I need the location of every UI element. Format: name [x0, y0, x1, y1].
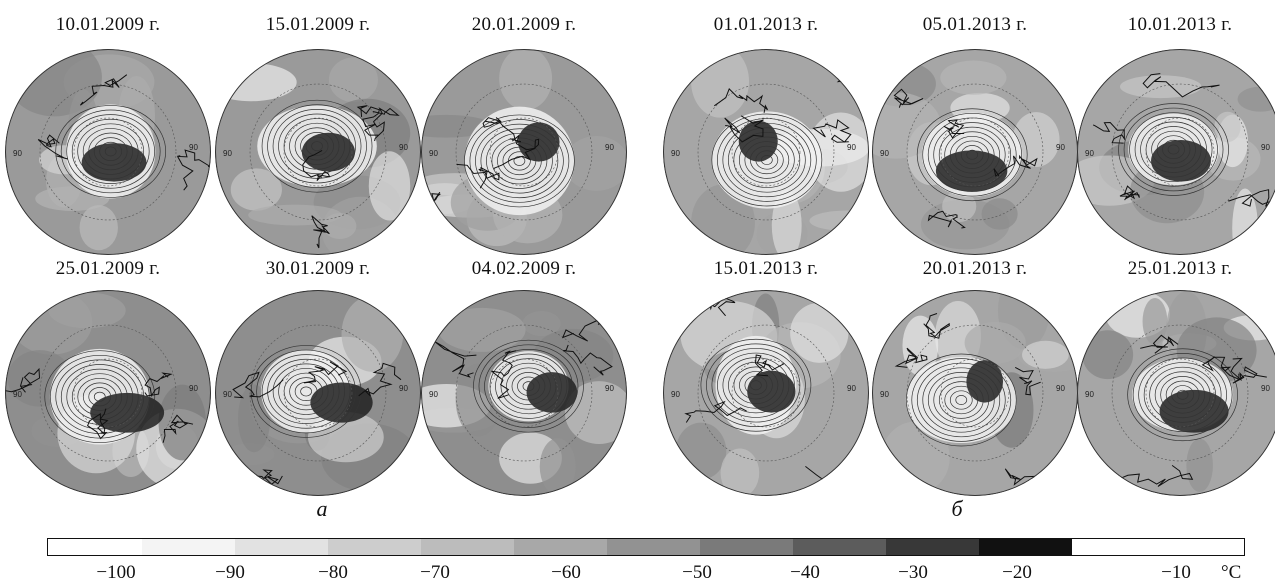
- shaded-region: [982, 198, 1018, 229]
- meridian-label: 90: [880, 149, 889, 158]
- colorbar-segment: [979, 539, 1072, 555]
- polar-stereographic-map: 90 90: [872, 49, 1078, 255]
- colorbar-segment: [235, 539, 328, 555]
- meridian-label: 90: [223, 390, 232, 399]
- map-date-label: 20.01.2009 г.: [424, 14, 624, 36]
- polar-stereographic-map: 90 90: [663, 49, 869, 255]
- colorbar-segment: [328, 539, 421, 555]
- polar-stereographic-map: 90 90: [215, 49, 421, 255]
- meridian-label: 90: [605, 384, 614, 393]
- shaded-region: [159, 385, 206, 461]
- polar-stereographic-map: 90 90: [215, 290, 421, 496]
- polar-stereographic-map: 90 90: [5, 290, 211, 496]
- warm-anomaly-region: [302, 133, 355, 172]
- map-date-label: 15.01.2009 г.: [218, 14, 418, 36]
- shaded-region: [499, 49, 552, 110]
- meridian-label: 90: [13, 390, 22, 399]
- map-date-label: 10.01.2013 г.: [1080, 14, 1275, 36]
- colorbar-tick-label: −70: [420, 562, 450, 584]
- warm-anomaly-region: [1160, 390, 1229, 433]
- polar-stereographic-map: 90 90: [5, 49, 211, 255]
- colorbar-segment: [142, 539, 235, 555]
- colorbar-segment: [700, 539, 793, 555]
- shaded-region: [790, 303, 848, 363]
- shaded-region: [1214, 112, 1240, 142]
- map-date-label: 25.01.2009 г.: [8, 258, 208, 280]
- meridian-label: 90: [1056, 384, 1065, 393]
- map-date-label: 15.01.2013 г.: [666, 258, 866, 280]
- shaded-region: [323, 213, 356, 239]
- colorbar-segment: [886, 539, 979, 555]
- meridian-label: 90: [847, 143, 856, 152]
- colorbar-tick-label: −90: [215, 562, 245, 584]
- shaded-region: [48, 292, 125, 328]
- map-date-label: 05.01.2013 г.: [875, 14, 1075, 36]
- colorbar-segment: [514, 539, 607, 555]
- shaded-region: [80, 205, 118, 250]
- polar-stereographic-map: 90 90: [1077, 49, 1275, 255]
- meridian-label: 90: [13, 149, 22, 158]
- shaded-region: [342, 296, 404, 372]
- meridian-label: 90: [223, 149, 232, 158]
- map-date-label: 04.02.2009 г.: [424, 258, 624, 280]
- polar-stereographic-map: 90 90: [872, 290, 1078, 496]
- meridian-label: 90: [189, 384, 198, 393]
- meridian-label: 90: [1056, 143, 1065, 152]
- map-date-label: 01.01.2013 г.: [666, 14, 866, 36]
- colorbar-tick-label: −80: [318, 562, 348, 584]
- shaded-region: [438, 308, 525, 352]
- colorbar-segment: [48, 539, 96, 555]
- shaded-region: [1082, 330, 1133, 379]
- shaded-region: [540, 438, 576, 495]
- colorbar-unit: °C: [1221, 562, 1241, 584]
- shaded-region: [1143, 298, 1168, 345]
- meridian-label: 90: [605, 143, 614, 152]
- meridian-label: 90: [671, 390, 680, 399]
- colorbar-tick-label: −50: [682, 562, 712, 584]
- colorbar-segment: [607, 539, 700, 555]
- polar-stereographic-map: 90 90: [663, 290, 869, 496]
- meridian-label: 90: [880, 390, 889, 399]
- meridian-label: 90: [1261, 384, 1270, 393]
- shaded-region: [369, 151, 410, 220]
- colorbar-tick-label: −10: [1161, 562, 1191, 584]
- colorbar-segment: [421, 539, 514, 555]
- polar-stereographic-map: 90 90: [421, 49, 627, 255]
- polar-stereographic-map: 90 90: [421, 290, 627, 496]
- shaded-region: [676, 423, 726, 480]
- colorbar-tick-label: −30: [898, 562, 928, 584]
- meridian-label: 90: [847, 384, 856, 393]
- meridian-label: 90: [1085, 149, 1094, 158]
- coastline: [5, 55, 27, 85]
- colorbar-segment: [96, 539, 142, 555]
- panel-label-b: б: [951, 496, 962, 522]
- warm-anomaly-region: [1151, 140, 1211, 182]
- meridian-label: 90: [399, 143, 408, 152]
- warm-anomaly-region: [82, 143, 147, 182]
- colorbar-tick-label: −40: [790, 562, 820, 584]
- colorbar: [47, 538, 1245, 556]
- coastline: [838, 66, 869, 84]
- shaded-region: [940, 61, 1006, 95]
- map-date-label: 25.01.2013 г.: [1080, 258, 1275, 280]
- meridian-label: 90: [1261, 143, 1270, 152]
- panel-label-a: а: [317, 496, 328, 522]
- meridian-label: 90: [189, 143, 198, 152]
- meridian-label: 90: [1085, 390, 1094, 399]
- meridian-label: 90: [429, 149, 438, 158]
- shaded-region: [1186, 439, 1213, 492]
- warm-anomaly-region: [966, 360, 1003, 402]
- shaded-region: [1022, 341, 1069, 369]
- colorbar-segment: [793, 539, 886, 555]
- polar-stereographic-map: 90 90: [1077, 290, 1275, 496]
- map-date-label: 30.01.2009 г.: [218, 258, 418, 280]
- colorbar-tick-label: −20: [1002, 562, 1032, 584]
- colorbar-tick-label: −60: [551, 562, 581, 584]
- meridian-label: 90: [671, 149, 680, 158]
- colorbar-tick-label: −100: [96, 562, 135, 584]
- meridian-label: 90: [429, 390, 438, 399]
- map-date-label: 10.01.2009 г.: [8, 14, 208, 36]
- map-date-label: 20.01.2013 г.: [875, 258, 1075, 280]
- meridian-label: 90: [399, 384, 408, 393]
